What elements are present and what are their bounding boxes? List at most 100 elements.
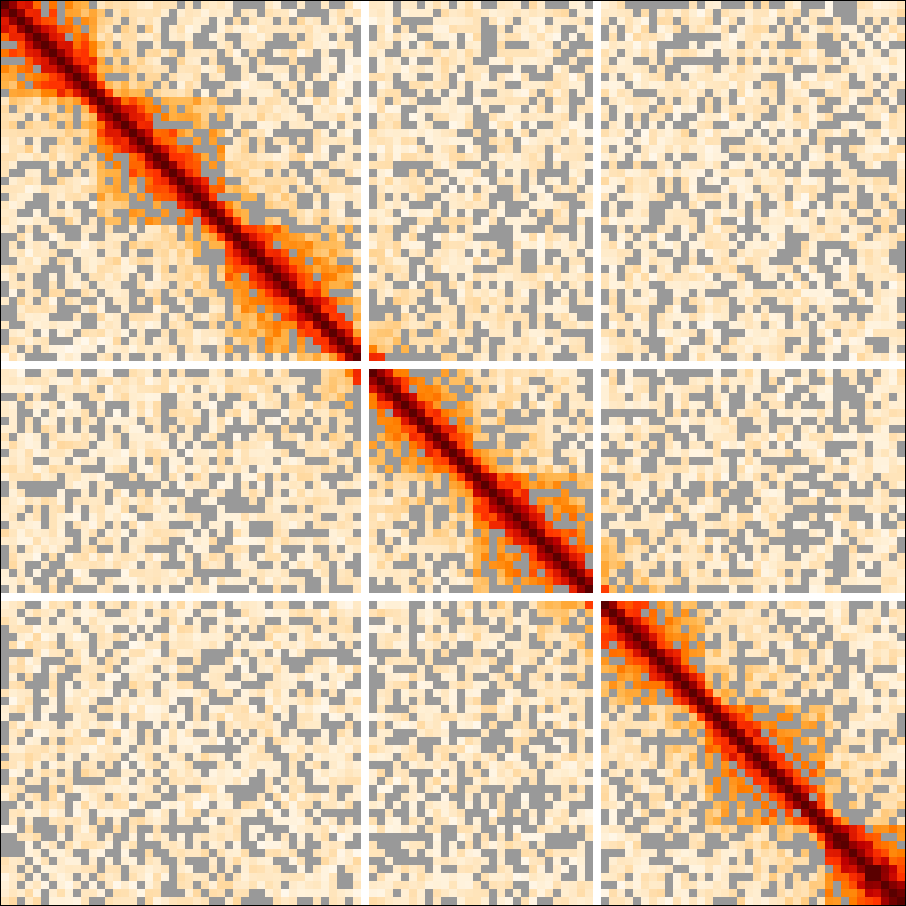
heatmap-cell [105,305,114,314]
heatmap-cell [585,33,594,42]
heatmap-cell [361,241,370,250]
heatmap-cell [537,49,546,58]
heatmap-cell [273,161,282,170]
heatmap-cell [721,337,730,346]
heatmap-cell [785,209,794,218]
heatmap-cell [865,305,874,314]
heatmap-cell [809,33,818,42]
heatmap-cell [441,57,450,66]
heatmap-cell [849,49,858,58]
heatmap-cell [513,9,522,18]
heatmap-cell [249,321,258,330]
heatmap-cell [369,33,378,42]
heatmap-cell [273,265,282,274]
heatmap-cell [657,193,666,202]
heatmap-cell [601,201,610,210]
heatmap-cell [89,137,98,146]
heatmap-cell [793,233,802,242]
heatmap-cell [81,209,90,218]
heatmap-cell [41,49,50,58]
heatmap-cell [521,225,530,234]
heatmap-cell [489,209,498,218]
heatmap-cell [473,105,482,114]
heatmap-cell [681,233,690,242]
heatmap-cell [865,249,874,258]
heatmap-cell [489,145,498,154]
heatmap-cell [665,313,674,322]
heatmap-cell [233,233,242,242]
heatmap-cell [657,337,666,346]
heatmap-cell [321,233,330,242]
heatmap-cell [321,329,330,338]
heatmap-cell [577,273,586,282]
heatmap-cell [849,329,858,338]
heatmap-cell [817,105,826,114]
heatmap-cell [513,241,522,250]
heatmap-cell [873,265,882,274]
heatmap-cell [25,145,34,154]
heatmap-cell [89,289,98,298]
heatmap-cell [649,169,658,178]
heatmap-cell [9,289,18,298]
heatmap-cell [305,41,314,50]
heatmap-cell [753,33,762,42]
heatmap-cell [529,289,538,298]
heatmap-cell [569,41,578,50]
heatmap-cell [425,233,434,242]
heatmap-cell [329,345,338,354]
heatmap-cell [425,161,434,170]
heatmap-cell [137,225,146,234]
heatmap-cell [81,153,90,162]
heatmap-cell [713,329,722,338]
heatmap-cell [833,121,842,130]
heatmap-cell [113,249,122,258]
heatmap-cell [217,305,226,314]
heatmap-cell [665,337,674,346]
heatmap-cell [657,105,666,114]
heatmap-cell [449,257,458,266]
heatmap-cell [153,137,162,146]
heatmap-cell [473,25,482,34]
heatmap-cell [329,41,338,50]
heatmap-cell [425,25,434,34]
heatmap-cell [473,241,482,250]
heatmap-cell [49,265,58,274]
heatmap-cell [89,25,98,34]
heatmap-cell [697,281,706,290]
heatmap-cell [593,33,602,42]
heatmap-cell [881,201,890,210]
heatmap-cell [249,313,258,322]
heatmap-cell [129,233,138,242]
heatmap-cell [809,337,818,346]
heatmap-cell [377,161,386,170]
heatmap-cell [777,201,786,210]
heatmap-cell [169,281,178,290]
heatmap-cell [857,65,866,74]
heatmap-cell [705,241,714,250]
heatmap-cell [505,313,514,322]
heatmap-cell [857,193,866,202]
heatmap-cell [73,25,82,34]
heatmap-cell [881,137,890,146]
heatmap-cell [105,25,114,34]
heatmap-cell [585,89,594,98]
heatmap-cell [105,337,114,346]
heatmap-cell [705,217,714,226]
heatmap-cell [721,193,730,202]
heatmap-cell [249,177,258,186]
heatmap-cell [873,209,882,218]
heatmap-cell [265,97,274,106]
heatmap-cell [1,265,10,274]
heatmap-cell [817,113,826,122]
heatmap-cell [289,281,298,290]
heatmap-cell [217,73,226,82]
heatmap-cell [353,177,362,186]
heatmap-cell [17,49,26,58]
heatmap-cell [473,265,482,274]
heatmap-cell [585,217,594,226]
heatmap-cell [465,105,474,114]
heatmap-cell [177,17,186,26]
heatmap-cell [121,89,130,98]
heatmap-cell [617,233,626,242]
heatmap-cell [49,25,58,34]
